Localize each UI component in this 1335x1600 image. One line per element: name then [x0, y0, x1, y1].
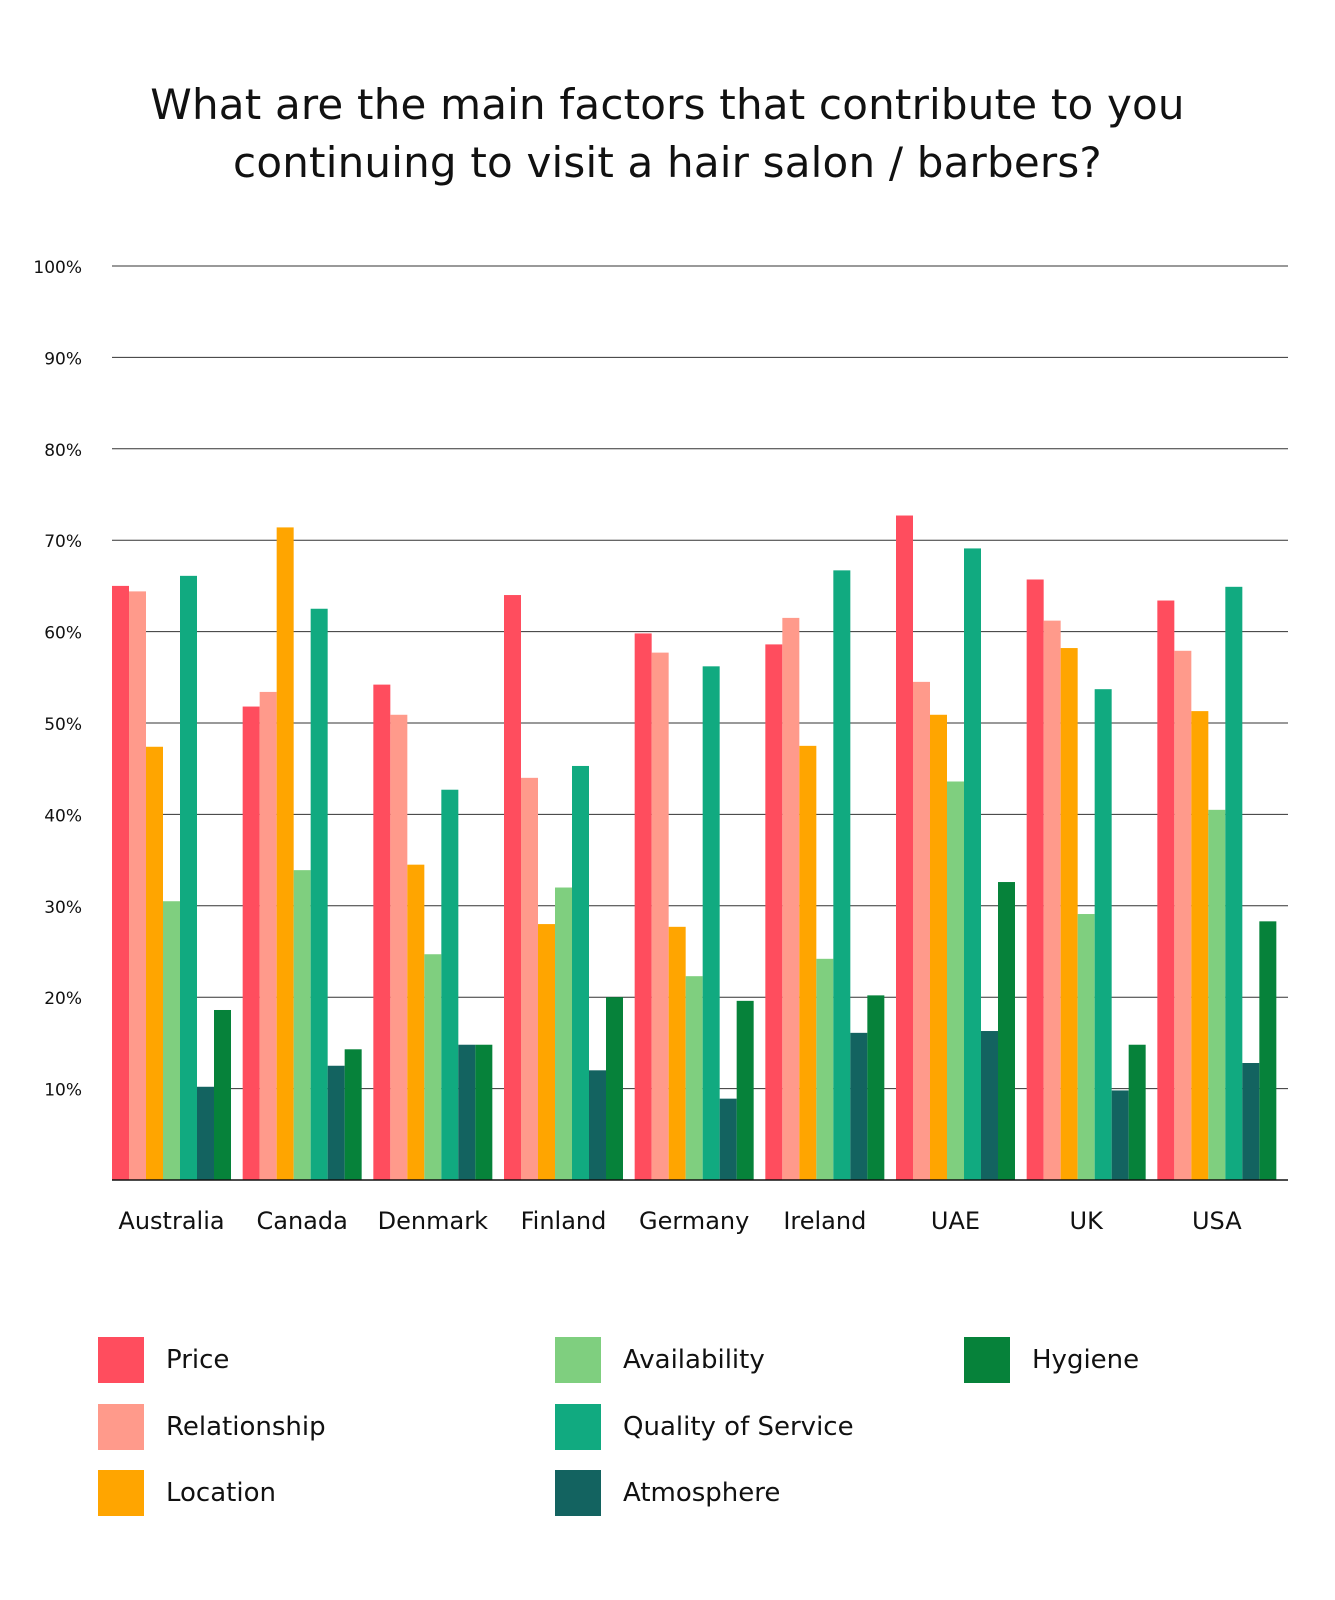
bar — [1128, 1044, 1146, 1180]
x-tick-label: Australia — [118, 1207, 224, 1235]
bar — [146, 746, 163, 1180]
bar — [197, 1086, 214, 1180]
bar — [180, 575, 197, 1180]
x-tick-label: USA — [1192, 1207, 1242, 1235]
bar — [799, 745, 817, 1180]
bar — [112, 585, 129, 1180]
x-tick-label: Denmark — [378, 1207, 488, 1235]
bar — [1043, 620, 1061, 1180]
bar — [276, 527, 294, 1180]
bar — [475, 1044, 493, 1180]
x-tick-label: UK — [1070, 1207, 1105, 1235]
bar — [850, 1032, 868, 1180]
bar — [998, 882, 1015, 1180]
bar — [1259, 921, 1277, 1180]
bar — [1094, 689, 1112, 1180]
bar — [1242, 1063, 1260, 1180]
y-tick-label: 70% — [44, 532, 82, 552]
bar — [930, 714, 947, 1180]
y-tick-label: 50% — [44, 715, 82, 735]
y-tick-label: 20% — [44, 989, 82, 1009]
bar — [685, 976, 703, 1180]
bar — [981, 1031, 998, 1180]
bar — [913, 681, 930, 1180]
bar — [214, 1009, 231, 1180]
x-tick-label: Germany — [639, 1207, 749, 1235]
bar — [538, 924, 555, 1180]
bar — [1157, 600, 1175, 1180]
bar — [634, 633, 652, 1180]
bar — [1026, 579, 1044, 1180]
bar — [293, 870, 311, 1180]
bar — [782, 617, 800, 1180]
bar — [719, 1098, 737, 1180]
bar — [373, 684, 391, 1180]
bar — [572, 765, 589, 1180]
y-tick-label: 60% — [44, 624, 82, 644]
bar — [129, 591, 146, 1180]
bar — [407, 864, 425, 1180]
bar — [327, 1065, 345, 1180]
bar — [702, 666, 720, 1180]
bar — [736, 1000, 754, 1180]
bar — [947, 781, 964, 1180]
bar — [896, 515, 913, 1180]
chart-title: What are the main factors that contribut… — [60, 76, 1275, 192]
bar — [1208, 809, 1226, 1180]
bar — [163, 901, 180, 1180]
bar — [242, 706, 260, 1180]
bar — [555, 887, 572, 1180]
y-tick-label: 40% — [44, 806, 82, 826]
x-tick-label: Canada — [257, 1207, 348, 1235]
bar — [1174, 650, 1192, 1180]
bar — [651, 652, 669, 1180]
y-tick-label: 90% — [44, 349, 82, 369]
bar — [521, 777, 538, 1180]
x-tick-label: Finland — [521, 1207, 607, 1235]
bar — [424, 954, 442, 1180]
bar — [458, 1044, 476, 1180]
bar — [816, 958, 834, 1180]
bar — [668, 926, 686, 1180]
bar — [765, 644, 783, 1180]
bar — [344, 1049, 362, 1180]
y-tick-label: 80% — [44, 441, 82, 461]
bar — [441, 789, 459, 1180]
bar — [964, 548, 981, 1180]
bar — [1191, 711, 1209, 1180]
bar — [1077, 914, 1095, 1180]
bar — [1060, 648, 1078, 1180]
x-tick-label: Ireland — [783, 1207, 866, 1235]
bar — [867, 995, 885, 1180]
bar — [1225, 586, 1243, 1180]
bar — [310, 608, 328, 1180]
bar — [589, 1070, 606, 1180]
bar — [1111, 1090, 1129, 1180]
bar — [504, 595, 521, 1180]
x-tick-label: UAE — [931, 1207, 980, 1235]
chart-title-line-1: What are the main factors that contribut… — [150, 80, 1185, 129]
y-tick-label: 30% — [44, 898, 82, 918]
bar — [390, 714, 408, 1180]
chart-title-line-2: continuing to visit a hair salon / barbe… — [233, 138, 1102, 187]
y-tick-label: 10% — [44, 1081, 82, 1101]
bar — [833, 570, 851, 1180]
bar — [606, 997, 623, 1180]
y-tick-label: 100% — [33, 258, 82, 278]
bar — [259, 691, 277, 1180]
